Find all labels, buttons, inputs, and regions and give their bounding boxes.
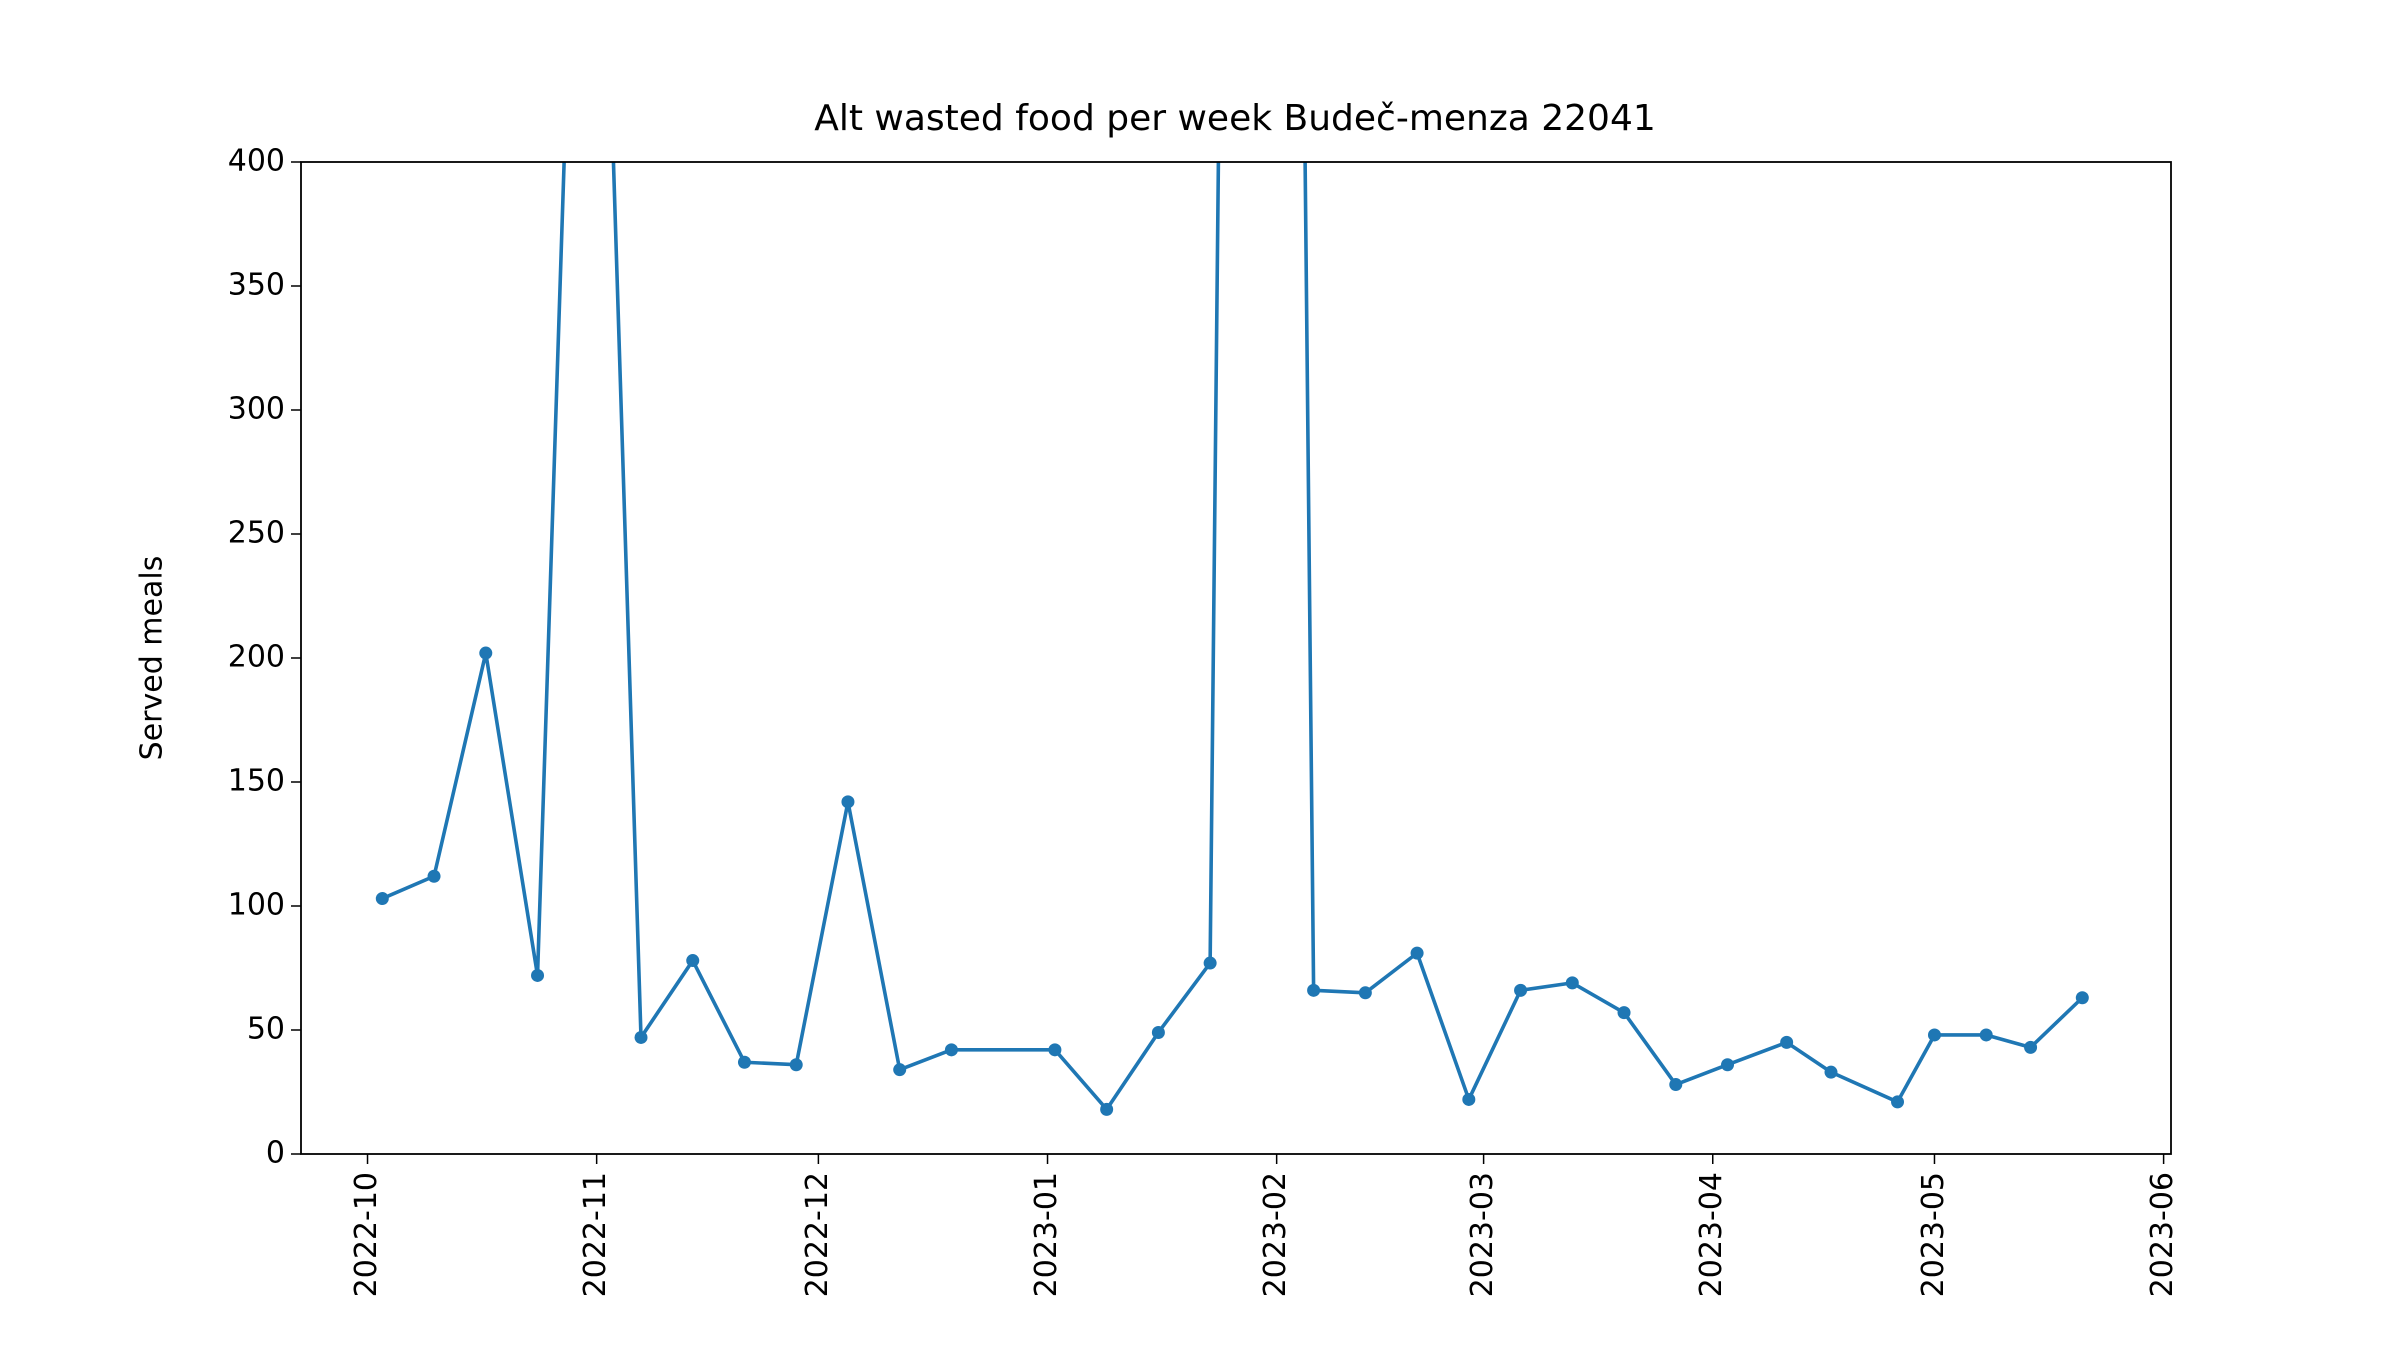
- data-point: [427, 869, 441, 883]
- data-point: [479, 646, 493, 660]
- y-axis-label: Served meals: [135, 556, 170, 761]
- data-point: [1565, 976, 1579, 990]
- data-point: [2024, 1040, 2038, 1054]
- x-tick-label: 2023-03: [1465, 1172, 1500, 1297]
- x-tick-label: 2023-02: [1258, 1172, 1293, 1297]
- data-point: [893, 1063, 907, 1077]
- y-tick-label: 150: [228, 764, 285, 799]
- y-tick-label: 50: [247, 1012, 285, 1047]
- data-point: [1514, 983, 1528, 997]
- data-point: [1979, 1028, 1993, 1042]
- data-point: [634, 1030, 648, 1044]
- x-tick-label: 2023-01: [1029, 1172, 1064, 1297]
- data-point: [1048, 1043, 1062, 1057]
- data-point: [1151, 1025, 1165, 1039]
- data-point: [375, 892, 389, 906]
- data-point: [1462, 1092, 1476, 1106]
- plot-frame: [300, 161, 2172, 1155]
- data-point: [1617, 1006, 1631, 1020]
- y-tick-label: 100: [228, 888, 285, 923]
- y-tick-label: 350: [228, 268, 285, 303]
- data-point: [1100, 1102, 1114, 1116]
- data-point: [1721, 1058, 1735, 1072]
- x-tick-label: 2022-12: [800, 1172, 835, 1297]
- data-point: [789, 1058, 803, 1072]
- y-tick-label: 200: [228, 640, 285, 675]
- x-tick-label: 2022-10: [349, 1172, 384, 1297]
- y-tick-label: 250: [228, 516, 285, 551]
- data-point: [737, 1055, 751, 1069]
- data-point: [1669, 1078, 1683, 1092]
- data-point: [1780, 1035, 1794, 1049]
- data-point: [944, 1043, 958, 1057]
- x-tick-label: 2023-04: [1694, 1172, 1729, 1297]
- data-point: [686, 954, 700, 968]
- data-point: [531, 968, 545, 982]
- data-point: [1358, 986, 1372, 1000]
- data-point: [841, 795, 855, 809]
- data-point: [1307, 983, 1321, 997]
- data-point: [1891, 1095, 1905, 1109]
- data-point: [1927, 1028, 1941, 1042]
- data-line: [381, 162, 2084, 1112]
- y-tick-label: 300: [228, 392, 285, 427]
- y-tick-label: 0: [266, 1136, 285, 1171]
- data-point: [1203, 956, 1217, 970]
- data-point: [1824, 1065, 1838, 1079]
- y-tick-label: 400: [228, 144, 285, 179]
- x-tick-label: 2022-11: [578, 1172, 613, 1297]
- x-tick-label: 2023-05: [1916, 1172, 1951, 1297]
- chart-title: Alt wasted food per week Budeč-menza 220…: [814, 98, 1656, 139]
- data-point: [2075, 991, 2089, 1005]
- x-tick-label: 2023-06: [2145, 1172, 2180, 1297]
- plot-area: [375, 162, 2089, 1116]
- data-point: [1410, 946, 1424, 960]
